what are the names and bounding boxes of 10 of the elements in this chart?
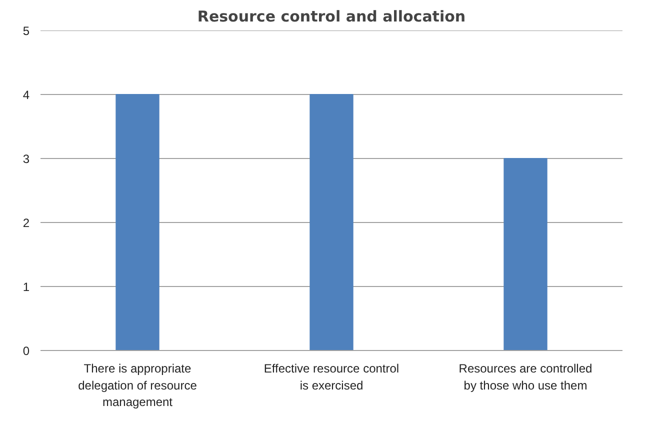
y-tick-label: 2 [22, 216, 30, 230]
chart-title: Resource control and allocation [197, 8, 466, 26]
x-tick-label: Resources are controlled by those who use them [458, 362, 592, 392]
x-tick-label: There is appropriate delegation of resource management [78, 362, 198, 410]
y-tick-label: 3 [22, 152, 30, 166]
y-tick-label: 4 [22, 88, 30, 102]
y-tick-label: 1 [22, 280, 30, 294]
y-tick-label: 5 [22, 24, 30, 38]
x-tick-label: Effective resource control is exercised [264, 362, 400, 392]
y-tick-label: 0 [22, 344, 30, 358]
